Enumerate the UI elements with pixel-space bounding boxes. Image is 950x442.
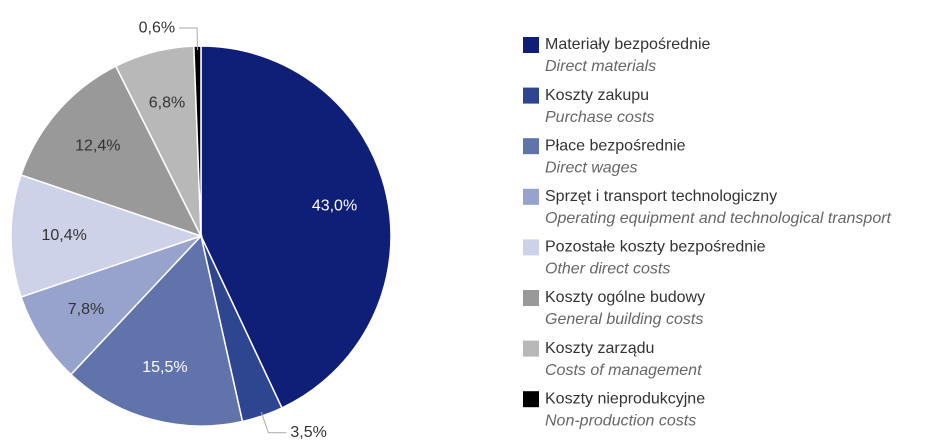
legend-label: Materiały bezpośrednie — [545, 36, 711, 53]
legend-label-en: Direct wages — [545, 159, 637, 176]
legend-swatch — [523, 239, 539, 256]
legend-label: Koszty nieprodukcyjne — [545, 390, 705, 407]
legend-swatch — [523, 188, 539, 205]
legend-label: Pozostałe koszty bezpośrednie — [545, 239, 766, 256]
legend-label-en: General building costs — [545, 311, 703, 328]
pie-slice — [20, 235, 202, 376]
leader-line — [260, 411, 287, 434]
pie-slice — [20, 65, 203, 238]
legend-swatch — [523, 290, 539, 306]
legend-label: Płace bezpośrednie — [545, 137, 686, 154]
legend-label: Koszty zakupu — [545, 87, 649, 104]
legend-label: Sprzęt i transport technologiczny — [545, 188, 777, 205]
legend-label-en: Operating equipment and technological tr… — [545, 210, 892, 227]
pie-slice — [69, 234, 244, 427]
legend-label-en: Direct materials — [545, 58, 656, 75]
legend-label-en: Purchase costs — [545, 109, 654, 126]
data-label: 12,4% — [75, 137, 120, 154]
data-label: 6,8% — [149, 95, 185, 112]
pie-slice — [200, 45, 392, 409]
legend-swatch — [523, 138, 539, 155]
data-label: 3,5% — [290, 424, 326, 441]
legend-label-en: Non-production costs — [545, 412, 696, 429]
legend-swatch — [523, 87, 539, 104]
data-label: 7,8% — [68, 301, 104, 318]
data-label: 15,5% — [142, 359, 187, 376]
legend-label-en: Costs of management — [545, 362, 702, 379]
legend-swatch — [523, 391, 539, 408]
legend-label-en: Other direct costs — [545, 261, 670, 278]
legend-swatch — [523, 37, 539, 53]
legend-label: Koszty zarządu — [545, 340, 654, 357]
legend-swatch — [523, 340, 539, 357]
data-label: 43,0% — [312, 197, 357, 214]
pie-slice — [10, 174, 204, 298]
legend-label: Koszty ogólne budowy — [545, 289, 705, 306]
data-label: 0,6% — [139, 19, 175, 36]
data-label: 10,4% — [42, 227, 87, 244]
leader-line — [179, 27, 198, 51]
